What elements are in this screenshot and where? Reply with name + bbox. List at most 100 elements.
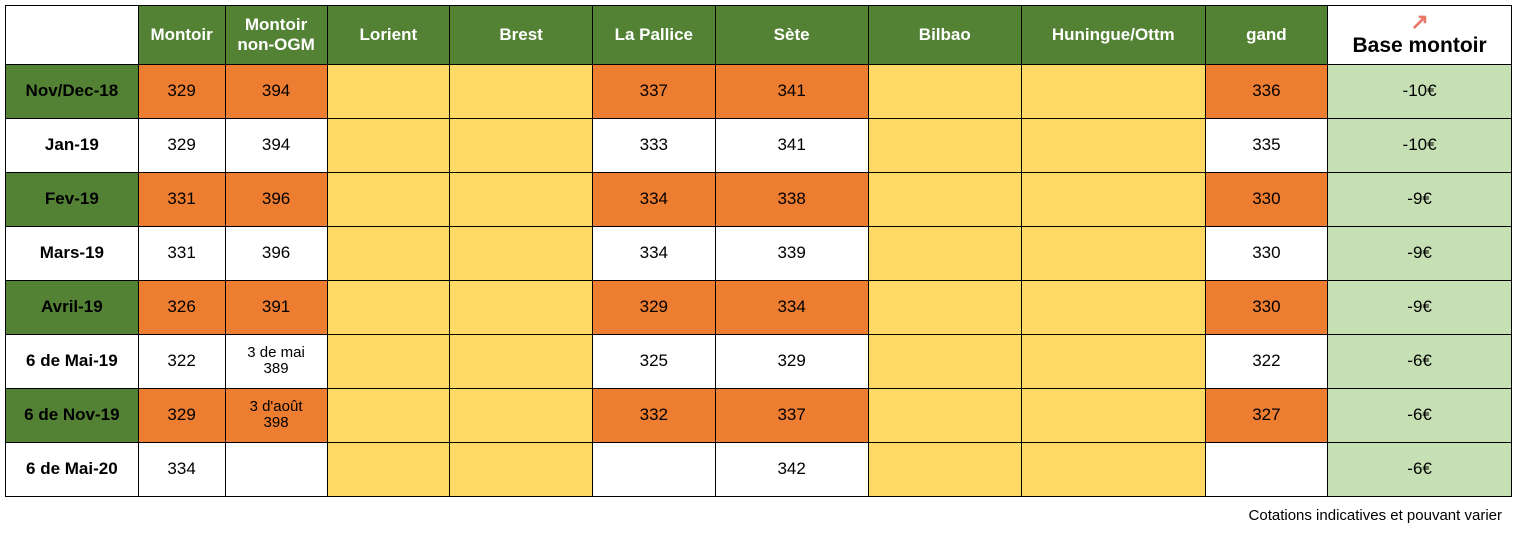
cell [868, 64, 1021, 118]
cell [450, 280, 593, 334]
cell [1021, 226, 1205, 280]
cell: 322 [1205, 334, 1328, 388]
cell: 325 [593, 334, 716, 388]
col-header: Bilbao [868, 6, 1021, 65]
arrow-up-right-icon: ↗ [1332, 12, 1507, 32]
cell: 394 [225, 118, 327, 172]
blank-header [6, 6, 139, 65]
cell: 337 [715, 388, 868, 442]
cell [1021, 280, 1205, 334]
row-label: 6 de Mai-20 [6, 442, 139, 496]
table-row: 6 de Nov-193293 d'août398332337327-6€ [6, 388, 1512, 442]
cell [450, 334, 593, 388]
cell-sub-label: 3 d'août [230, 399, 323, 416]
row-label: Fev-19 [6, 172, 139, 226]
cell: 326 [138, 280, 225, 334]
col-header: Huningue/Ottm [1021, 6, 1205, 65]
cell: 330 [1205, 172, 1328, 226]
footnote-text: Cotations indicatives et pouvant varier [5, 507, 1512, 524]
cell [1021, 442, 1205, 496]
cell: 334 [593, 226, 716, 280]
cell: 327 [1205, 388, 1328, 442]
cell [868, 388, 1021, 442]
cell [1021, 388, 1205, 442]
col-header: La Pallice [593, 6, 716, 65]
row-label: 6 de Nov-19 [6, 388, 139, 442]
cell: -10€ [1328, 118, 1512, 172]
cell [327, 226, 450, 280]
cell: 391 [225, 280, 327, 334]
cell [868, 172, 1021, 226]
header-row: MontoirMontoir non-OGMLorientBrestLa Pal… [6, 6, 1512, 65]
col-header: Montoir non-OGM [225, 6, 327, 65]
table-row: 6 de Mai-193223 de mai389325329322-6€ [6, 334, 1512, 388]
table-row: 6 de Mai-20334342-6€ [6, 442, 1512, 496]
cell: 332 [593, 388, 716, 442]
cell: 329 [138, 388, 225, 442]
col-header: gand [1205, 6, 1328, 65]
cell [868, 442, 1021, 496]
cell: 334 [715, 280, 868, 334]
cell [593, 442, 716, 496]
cell: 339 [715, 226, 868, 280]
cell: 3 d'août398 [225, 388, 327, 442]
cell: -6€ [1328, 334, 1512, 388]
row-label: Nov/Dec-18 [6, 64, 139, 118]
cell: 322 [138, 334, 225, 388]
cell: -10€ [1328, 64, 1512, 118]
base-montoir-label: Base montoir [1352, 34, 1486, 57]
cell: 329 [593, 280, 716, 334]
cell: 341 [715, 64, 868, 118]
cell: 336 [1205, 64, 1328, 118]
cell-sub-label: 3 de mai [230, 345, 323, 362]
table-row: Fev-19331396 334338 330-9€ [6, 172, 1512, 226]
cell: 341 [715, 118, 868, 172]
price-table: MontoirMontoir non-OGMLorientBrestLa Pal… [5, 5, 1512, 497]
cell [868, 226, 1021, 280]
cell [327, 442, 450, 496]
cell: 330 [1205, 226, 1328, 280]
cell: -9€ [1328, 172, 1512, 226]
cell [1021, 118, 1205, 172]
cell [450, 64, 593, 118]
col-header: Montoir [138, 6, 225, 65]
cell: -6€ [1328, 388, 1512, 442]
cell: 396 [225, 172, 327, 226]
cell: 342 [715, 442, 868, 496]
cell: 334 [138, 442, 225, 496]
cell [450, 442, 593, 496]
table-row: Jan-19329394333341335-10€ [6, 118, 1512, 172]
cell [1021, 64, 1205, 118]
cell: 334 [593, 172, 716, 226]
col-header: Sète [715, 6, 868, 65]
cell: 333 [593, 118, 716, 172]
cell [450, 388, 593, 442]
cell [450, 118, 593, 172]
cell: 331 [138, 172, 225, 226]
cell: 396 [225, 226, 327, 280]
cell [327, 280, 450, 334]
cell: 329 [138, 64, 225, 118]
cell [327, 388, 450, 442]
cell-sub-value: 389 [230, 361, 323, 378]
cell [1205, 442, 1328, 496]
cell: -9€ [1328, 226, 1512, 280]
cell-sub-value: 398 [230, 415, 323, 432]
cell: -9€ [1328, 280, 1512, 334]
cell: 329 [138, 118, 225, 172]
cell: 330 [1205, 280, 1328, 334]
cell [327, 172, 450, 226]
col-header: Brest [450, 6, 593, 65]
cell: 338 [715, 172, 868, 226]
cell [327, 64, 450, 118]
cell [1021, 334, 1205, 388]
cell [327, 334, 450, 388]
table-row: Nov/Dec-18329394337341336-10€ [6, 64, 1512, 118]
cell: 329 [715, 334, 868, 388]
cell [327, 118, 450, 172]
table-body: Nov/Dec-18329394337341336-10€Jan-1932939… [6, 64, 1512, 496]
row-label: Jan-19 [6, 118, 139, 172]
cell [868, 118, 1021, 172]
col-header: Lorient [327, 6, 450, 65]
cell [868, 334, 1021, 388]
